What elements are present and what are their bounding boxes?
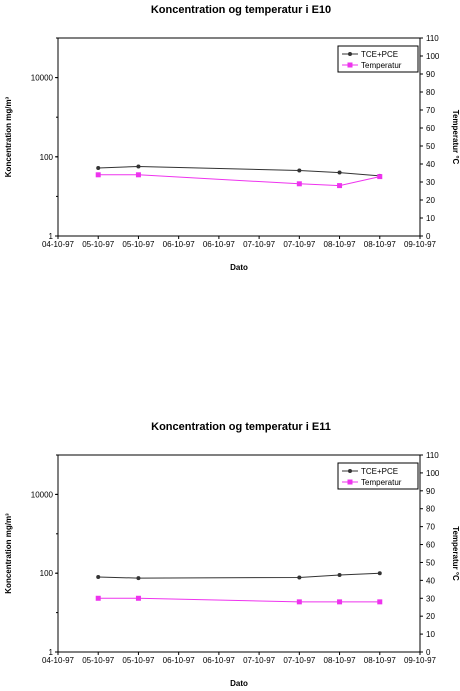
data-point (297, 168, 302, 173)
data-point (377, 174, 383, 180)
x-axis-title: Dato (230, 263, 248, 272)
chart-2: Koncentration og temperatur i E11 04-10-9… (4, 421, 460, 688)
y2-tick-label: 90 (426, 487, 435, 496)
data-point (95, 172, 101, 178)
data-point (377, 599, 383, 605)
data-point (297, 575, 302, 580)
data-point (135, 172, 141, 178)
plot-area (57, 454, 421, 653)
y-tick-label: 1 (49, 648, 54, 657)
y2-tick-label: 10 (426, 214, 435, 223)
y-tick-label: 1 (49, 232, 54, 241)
y2-tick-label: 30 (426, 178, 435, 187)
legend: TCE+PCE Temperatur (337, 45, 419, 73)
x-tick-label: 09-10-97 (404, 656, 437, 665)
data-point (337, 573, 342, 578)
legend-marker (347, 62, 353, 68)
legend-marker (348, 52, 352, 56)
legend-label: Temperatur (361, 61, 402, 70)
y-axis-title: Koncentration mg/m³ (4, 96, 13, 177)
x-tick-label: 06-10-97 (203, 656, 236, 665)
chart-title: Koncentration og temperatur i E11 (151, 421, 331, 433)
data-point (136, 576, 141, 581)
x-axis-title: Dato (230, 679, 248, 688)
x-tick-label: 07-10-97 (283, 656, 316, 665)
y2-tick-label: 10 (426, 630, 435, 639)
data-point (96, 166, 101, 171)
y2-tick-label: 50 (426, 558, 435, 567)
data-point (296, 599, 302, 605)
x-tick-label: 05-10-97 (82, 656, 115, 665)
series-temperatur (95, 172, 383, 189)
legend: TCE+PCE Temperatur (337, 462, 419, 490)
x-tick-label: 09-10-97 (404, 240, 437, 249)
x-tick-label: 08-10-97 (324, 240, 357, 249)
legend-box (337, 45, 419, 73)
y2-tick-label: 100 (426, 469, 440, 478)
data-point (96, 575, 101, 580)
data-point (136, 164, 141, 169)
y2-tick-label: 50 (426, 142, 435, 151)
data-point (135, 595, 141, 601)
y2-tick-label: 0 (426, 648, 431, 657)
plot-area (57, 37, 421, 237)
x-tick-label: 05-10-97 (122, 240, 155, 249)
y2-tick-label: 40 (426, 576, 435, 585)
y2-axis-title: Temperatur °C (451, 526, 460, 581)
series-line (98, 572, 380, 579)
y2-tick-label: 110 (426, 451, 439, 460)
y-tick-label: 100 (40, 153, 54, 162)
y-axis-title: Koncentration mg/m³ (4, 513, 13, 594)
y2-tick-label: 40 (426, 160, 435, 169)
y2-tick-label: 20 (426, 196, 435, 205)
y-tick-label: 10000 (31, 74, 54, 83)
data-point (337, 170, 342, 175)
x-tick-label: 07-10-97 (243, 656, 276, 665)
x-tick-label: 07-10-97 (243, 240, 276, 249)
x-tick-label: 05-10-97 (122, 656, 155, 665)
data-point (95, 595, 101, 601)
y2-tick-label: 70 (426, 106, 435, 115)
chart-title: Koncentration og temperatur i E10 (151, 4, 331, 16)
data-point (377, 571, 382, 576)
x-tick-label: 08-10-97 (324, 656, 357, 665)
y2-tick-label: 100 (426, 52, 440, 61)
legend-box (337, 462, 419, 490)
x-tick-label: 06-10-97 (203, 240, 236, 249)
y2-axis-title: Temperatur °C (451, 110, 460, 165)
y2-tick-label: 70 (426, 523, 435, 532)
x-tick-label: 04-10-97 (42, 240, 75, 249)
x-tick-label: 06-10-97 (163, 240, 196, 249)
y2-tick-label: 110 (426, 34, 439, 43)
legend-marker (347, 479, 353, 485)
data-point (296, 181, 302, 187)
series-tce-pce (96, 571, 382, 581)
y2-tick-label: 0 (426, 232, 431, 241)
data-point (337, 183, 343, 189)
y2-tick-label: 80 (426, 505, 435, 514)
legend-label: TCE+PCE (361, 50, 398, 59)
chart-1: Koncentration og temperatur i E10 04-10-9… (4, 4, 460, 272)
y-tick-label: 10000 (31, 490, 54, 499)
legend-label: TCE+PCE (361, 467, 398, 476)
y2-tick-label: 90 (426, 70, 435, 79)
data-point (337, 599, 343, 605)
legend-marker (348, 469, 352, 473)
series-temperatur (95, 595, 383, 605)
x-tick-label: 07-10-97 (283, 240, 316, 249)
x-tick-label: 06-10-97 (163, 656, 196, 665)
legend-label: Temperatur (361, 478, 402, 487)
x-tick-label: 08-10-97 (364, 656, 397, 665)
y2-tick-label: 60 (426, 541, 435, 550)
y2-tick-label: 60 (426, 124, 435, 133)
y2-tick-label: 30 (426, 594, 435, 603)
y2-tick-label: 80 (426, 88, 435, 97)
x-tick-label: 05-10-97 (82, 240, 115, 249)
x-tick-label: 08-10-97 (364, 240, 397, 249)
x-tick-label: 04-10-97 (42, 656, 75, 665)
y2-tick-label: 20 (426, 612, 435, 621)
y-tick-label: 100 (40, 569, 54, 578)
